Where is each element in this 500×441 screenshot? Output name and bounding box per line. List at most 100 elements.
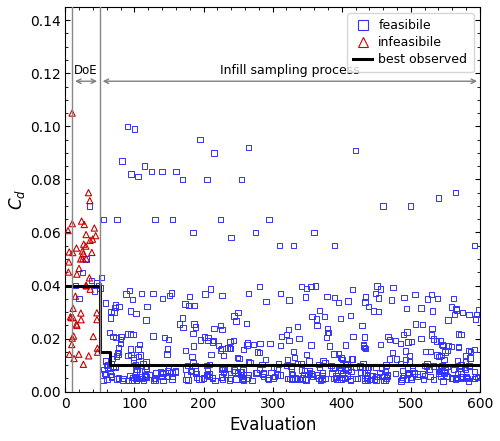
Point (127, 351, 135, 358)
Point (76, 255, 84, 262)
Point (99, 377, 107, 384)
Point (114, 344, 122, 351)
Point (69, 314, 77, 321)
Point (168, 289, 175, 296)
Point (277, 290, 285, 297)
Point (364, 364, 372, 371)
Point (140, 377, 147, 384)
Point (244, 374, 252, 381)
Point (109, 363, 117, 370)
Point (107, 373, 115, 380)
Point (128, 296, 136, 303)
Point (192, 367, 200, 374)
Point (125, 377, 133, 384)
Point (392, 355, 400, 363)
Point (102, 358, 110, 365)
Point (457, 331, 465, 338)
Point (86, 197, 94, 204)
Point (164, 336, 172, 343)
Point (284, 375, 292, 382)
Point (273, 365, 281, 372)
Point (189, 330, 197, 337)
Point (448, 374, 456, 381)
Point (112, 375, 120, 382)
Point (362, 345, 370, 352)
Point (182, 347, 190, 354)
Point (453, 306, 461, 314)
Point (466, 355, 474, 362)
Point (130, 357, 138, 364)
Text: Infill sampling process: Infill sampling process (220, 64, 360, 77)
Point (164, 345, 172, 352)
Point (388, 297, 396, 304)
Point (441, 366, 449, 373)
Point (318, 369, 326, 376)
Point (126, 307, 134, 314)
Point (132, 374, 140, 381)
Point (102, 299, 110, 306)
Point (203, 176, 211, 183)
Point (113, 216, 121, 223)
Point (206, 286, 214, 293)
Point (116, 340, 124, 347)
Point (463, 375, 471, 382)
Point (142, 374, 150, 381)
Point (136, 375, 143, 382)
Point (210, 149, 218, 157)
Point (163, 351, 171, 358)
Point (450, 311, 458, 318)
Point (186, 293, 194, 300)
Point (128, 377, 136, 384)
Point (183, 371, 191, 378)
Point (220, 352, 228, 359)
Point (238, 375, 246, 382)
Point (190, 321, 198, 328)
Point (130, 354, 138, 361)
Point (106, 364, 114, 371)
Point (210, 325, 218, 333)
Point (66, 351, 74, 358)
Point (141, 163, 149, 170)
Point (234, 369, 241, 376)
Point (312, 283, 320, 290)
Point (112, 352, 120, 359)
Point (402, 305, 410, 312)
Point (315, 361, 323, 368)
Point (372, 364, 380, 371)
Point (304, 371, 312, 378)
Point (244, 340, 252, 347)
Point (360, 343, 368, 350)
Point (107, 360, 115, 367)
Point (426, 373, 434, 380)
Point (427, 331, 435, 338)
Point (262, 298, 270, 305)
Point (190, 302, 198, 309)
Point (196, 136, 204, 143)
Point (276, 372, 284, 379)
Point (291, 376, 299, 383)
Point (218, 374, 226, 381)
Point (231, 368, 239, 375)
Point (226, 338, 234, 345)
Point (433, 351, 441, 359)
Point (188, 353, 196, 360)
Point (82, 282, 90, 289)
Point (336, 374, 344, 381)
Point (129, 374, 137, 381)
Point (389, 284, 397, 291)
Point (82, 255, 90, 262)
Point (148, 168, 156, 175)
Point (111, 363, 119, 370)
Point (70, 355, 78, 362)
Point (203, 366, 211, 374)
Point (282, 331, 290, 338)
Point (438, 367, 446, 374)
Point (108, 374, 116, 381)
Point (259, 370, 267, 377)
Point (313, 322, 321, 329)
Point (126, 346, 134, 353)
Point (371, 375, 379, 382)
Point (225, 377, 233, 384)
Point (412, 321, 420, 328)
Point (471, 315, 479, 322)
